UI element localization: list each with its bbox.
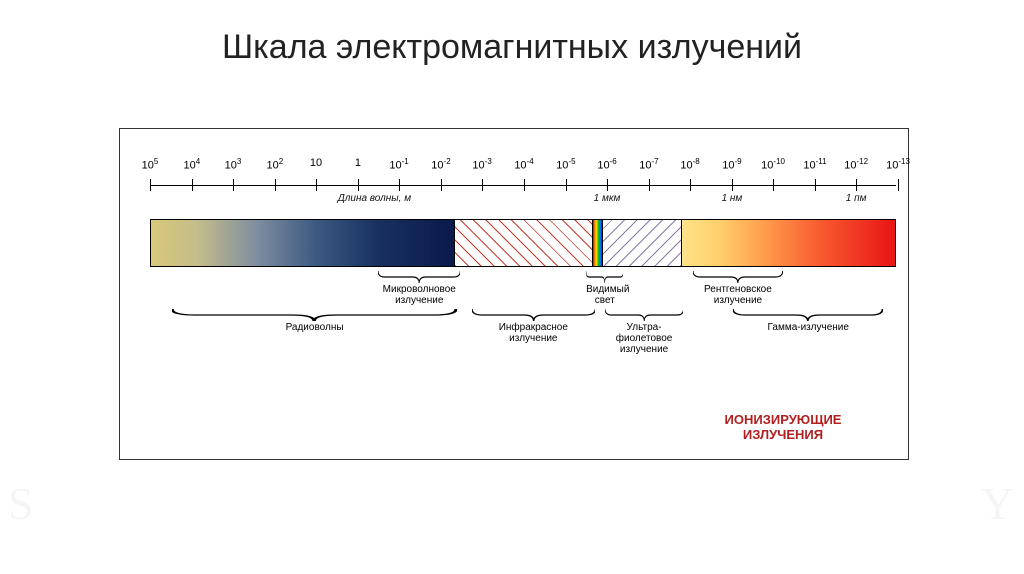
segment-visible (592, 220, 603, 266)
axis-tick (399, 179, 400, 191)
axis-sublabel: 1 пм (846, 193, 867, 204)
brace-bottom: Инфракрасноеизлучение (472, 307, 595, 344)
ionizing-label: ИОНИЗИРУЮЩИЕ ИЗЛУЧЕНИЯ (688, 412, 878, 443)
axis-tick-label: 10-4 (514, 157, 533, 172)
axis-tick (150, 179, 151, 191)
axis-tick-label: 1 (355, 157, 361, 169)
segment-infrared (454, 220, 592, 266)
axis-tick (482, 179, 483, 191)
axis-sublabel: 1 нм (722, 193, 743, 204)
watermark-left: S (8, 477, 36, 530)
axis-sublabel: 1 мкм (594, 193, 621, 204)
axis-line (150, 185, 896, 186)
axis-sublabel: Длина волны, м (338, 193, 411, 204)
axis-tick-label: 10-1 (389, 157, 408, 172)
brace-bottom: Радиоволны (172, 307, 456, 333)
ionizing-line2: ИЗЛУЧЕНИЯ (743, 427, 823, 442)
axis-tick (566, 179, 567, 191)
wavelength-axis: 10510410310210110-110-210-310-410-510-61… (150, 157, 896, 191)
axis-tick (192, 179, 193, 191)
axis-tick (690, 179, 691, 191)
brace-bottom: Ультра-фиолетовоеизлучение (605, 307, 684, 355)
axis-tick (773, 179, 774, 191)
brace-bottom: Гамма-излучение (733, 307, 883, 333)
axis-tick-label: 10-6 (597, 157, 616, 172)
axis-tick-label: 10 (310, 157, 322, 169)
brace-label: Инфракрасноеизлучение (472, 322, 595, 344)
axis-tick-label: 104 (184, 157, 201, 172)
axis-tick-label: 10-12 (844, 157, 868, 172)
axis-tick-label: 105 (142, 157, 159, 172)
axis-tick-label: 10-9 (722, 157, 741, 172)
axis-tick (856, 179, 857, 191)
axis-tick-label: 103 (225, 157, 242, 172)
brace-label: Видимыйсвет (586, 284, 623, 306)
axis-tick-label: 10-3 (472, 157, 491, 172)
brace-label: Рентгеновскоеизлучение (693, 284, 783, 306)
axis-tick (441, 179, 442, 191)
brace-label: Ультра-фиолетовоеизлучение (605, 322, 684, 355)
axis-tick-label: 10-8 (680, 157, 699, 172)
axis-tick-label: 10-2 (431, 157, 450, 172)
page-title: Шкала электромагнитных излучений (0, 0, 1024, 67)
axis-tick (316, 179, 317, 191)
axis-tick (524, 179, 525, 191)
brace-top: Микроволновоеизлучение (378, 269, 460, 306)
brace-label: Гамма-излучение (733, 322, 883, 333)
axis-tick-label: 10-10 (761, 157, 785, 172)
axis-tick-label: 10-13 (886, 157, 910, 172)
ionizing-line1: ИОНИЗИРУЮЩИЕ (725, 412, 842, 427)
brace-top: Рентгеновскоеизлучение (693, 269, 783, 306)
axis-tick (607, 179, 608, 191)
axis-tick-label: 102 (267, 157, 284, 172)
spectrum-bar (150, 219, 896, 267)
brace-label: Радиоволны (172, 322, 456, 333)
axis-tick (898, 179, 899, 191)
axis-tick (649, 179, 650, 191)
segment-uv (603, 220, 681, 266)
brace-top: Видимыйсвет (586, 269, 623, 306)
axis-tick-label: 10-11 (803, 157, 826, 172)
segment-radio (151, 220, 454, 266)
axis-tick-label: 10-5 (556, 157, 575, 172)
axis-tick (358, 179, 359, 191)
axis-tick-label: 10-7 (639, 157, 658, 172)
watermark-right: Y (981, 477, 1016, 530)
axis-tick (815, 179, 816, 191)
axis-tick (233, 179, 234, 191)
axis-tick (732, 179, 733, 191)
segment-xray-gamma (681, 220, 895, 266)
brace-label: Микроволновоеизлучение (378, 284, 460, 306)
spectrum-figure: 10510410310210110-110-210-310-410-510-61… (119, 128, 909, 460)
axis-tick (275, 179, 276, 191)
